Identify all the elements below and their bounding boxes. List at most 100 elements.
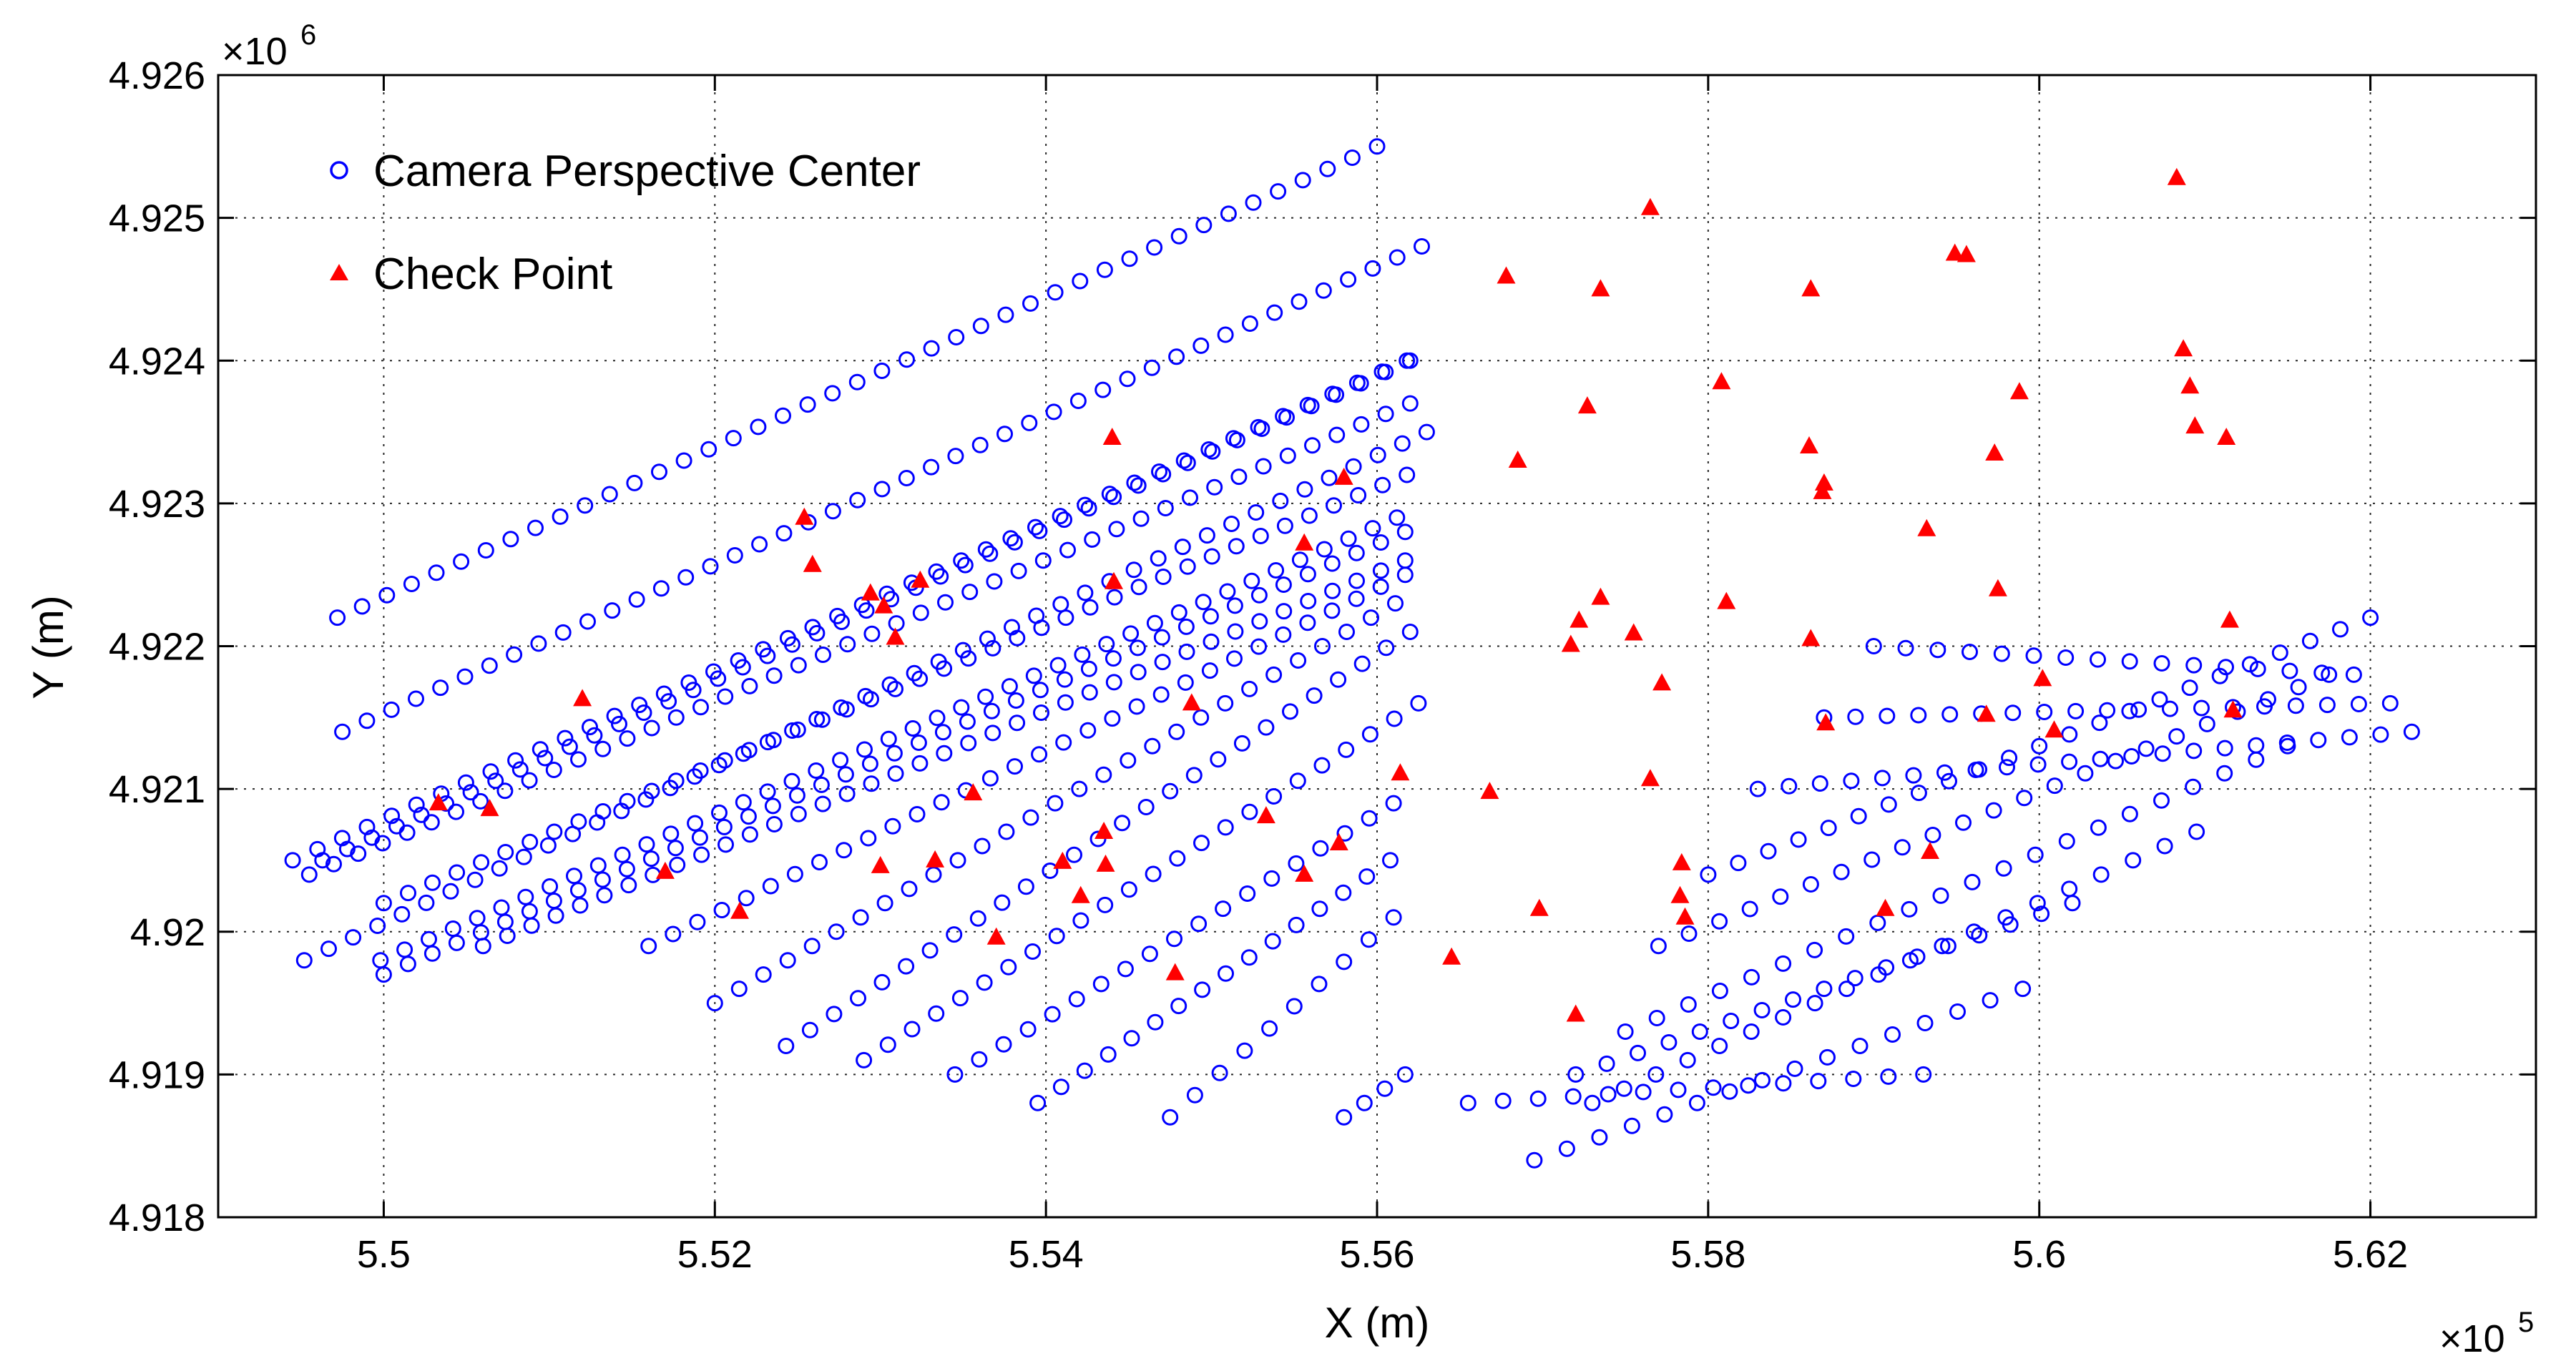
- camera-center-point: [1345, 458, 1362, 475]
- camera-center-point: [824, 503, 841, 520]
- camera-center-point: [1033, 704, 1049, 721]
- camera-center-point: [1372, 534, 1389, 551]
- check-point: [1801, 279, 1821, 297]
- camera-center-point: [1338, 741, 1355, 758]
- camera-center-point: [329, 609, 346, 627]
- camera-center-point: [545, 762, 562, 778]
- camera-center-point: [1324, 582, 1341, 599]
- camera-center-point: [611, 715, 627, 732]
- camera-center-point: [1094, 381, 1112, 398]
- camera-center-point: [1901, 900, 1918, 918]
- camera-center-point: [1711, 1038, 1728, 1054]
- camera-center-point: [507, 752, 524, 769]
- camera-center-point: [1077, 496, 1094, 514]
- camera-center-point: [1057, 609, 1074, 627]
- camera-center-point: [473, 854, 490, 871]
- camera-center-point: [904, 720, 921, 737]
- camera-center-point: [1567, 1066, 1585, 1083]
- camera-center-point: [1066, 846, 1082, 863]
- camera-center-point: [1291, 551, 1308, 569]
- camera-center-point: [912, 604, 929, 621]
- camera-center-point: [838, 701, 855, 718]
- camera-center-point: [1170, 227, 1187, 245]
- camera-center-point: [718, 836, 734, 853]
- camera-center-point: [493, 899, 510, 916]
- camera-center-point: [2121, 702, 2138, 719]
- x-tick-label: 5.6: [2012, 1233, 2066, 1276]
- y-tick-label: 4.921: [109, 768, 205, 811]
- camera-center-point: [750, 418, 767, 436]
- camera-center-point: [886, 745, 903, 762]
- camera-center-point: [1168, 348, 1185, 365]
- camera-center-point: [977, 688, 994, 705]
- camera-center-point: [903, 1021, 921, 1038]
- camera-center-point: [1228, 538, 1245, 555]
- camera-center-point: [542, 878, 559, 895]
- camera-center-point: [1304, 437, 1321, 454]
- camera-center-point: [1336, 953, 1353, 971]
- camera-center-point: [1143, 359, 1160, 376]
- camera-center-point: [284, 852, 301, 869]
- camera-center-point: [936, 745, 953, 762]
- camera-center-point: [996, 426, 1013, 443]
- camera-center-point: [1743, 968, 1760, 986]
- camera-center-point: [1369, 446, 1386, 463]
- camera-center-point: [1894, 839, 1911, 856]
- camera-center-point: [1459, 1094, 1476, 1111]
- camera-center-point: [1598, 1055, 1615, 1072]
- camera-center-point: [619, 792, 636, 810]
- camera-center-point: [2121, 653, 2138, 670]
- camera-center-point: [1033, 619, 1050, 637]
- check-point: [2220, 610, 2239, 628]
- y-tick-label: 4.923: [109, 483, 205, 526]
- camera-center-point: [1047, 795, 1064, 812]
- camera-center-point: [418, 894, 435, 911]
- camera-center-point: [2029, 895, 2046, 912]
- camera-center-point: [1364, 520, 1381, 537]
- camera-center-point: [1378, 639, 1395, 657]
- camera-center-point: [1730, 855, 1747, 872]
- camera-center-point: [2350, 696, 2367, 712]
- camera-center-point: [779, 952, 796, 969]
- camera-center-point: [1382, 852, 1399, 869]
- camera-center-point: [2168, 728, 2185, 745]
- camera-center-point: [2057, 649, 2075, 666]
- camera-center-point: [1623, 1117, 1640, 1134]
- camera-center-point: [1648, 1010, 1665, 1026]
- check-point: [795, 507, 814, 525]
- camera-center-point: [2271, 644, 2288, 662]
- camera-center-point: [1151, 463, 1167, 480]
- camera-center-point: [667, 709, 685, 726]
- camera-center-point: [1336, 1109, 1353, 1126]
- y-tick-label: 4.919: [109, 1053, 205, 1096]
- camera-center-point: [1275, 626, 1292, 643]
- camera-center-point: [2249, 660, 2266, 677]
- camera-center-point: [635, 704, 652, 721]
- camera-center-point: [788, 787, 805, 804]
- camera-center-point: [1385, 909, 1402, 926]
- camera-center-point: [765, 816, 783, 832]
- camera-center-point: [1179, 454, 1196, 471]
- camera-center-point: [448, 803, 464, 820]
- y-exponent-label: ×10 6: [222, 19, 316, 73]
- camera-center-point: [1250, 638, 1268, 655]
- camera-center-point: [981, 770, 999, 787]
- camera-center-point: [801, 1021, 818, 1038]
- camera-center-point: [589, 857, 607, 874]
- camera-center-point: [700, 441, 718, 458]
- camera-center-point: [1350, 487, 1367, 503]
- camera-center-point: [1995, 860, 2012, 877]
- check-point: [1442, 947, 1461, 965]
- camera-center-point: [619, 730, 636, 747]
- camera-center-point: [566, 868, 582, 885]
- camera-center-point: [1069, 393, 1087, 409]
- camera-center-point: [1941, 706, 1959, 723]
- camera-center-point: [1276, 517, 1293, 534]
- check-point: [1256, 806, 1275, 824]
- camera-center-point: [1288, 855, 1305, 872]
- camera-center-point: [1047, 284, 1064, 301]
- camera-center-point: [811, 854, 828, 870]
- camera-center-point: [1268, 562, 1285, 579]
- camera-center-point: [1178, 643, 1195, 660]
- camera-center-point: [2001, 750, 2018, 767]
